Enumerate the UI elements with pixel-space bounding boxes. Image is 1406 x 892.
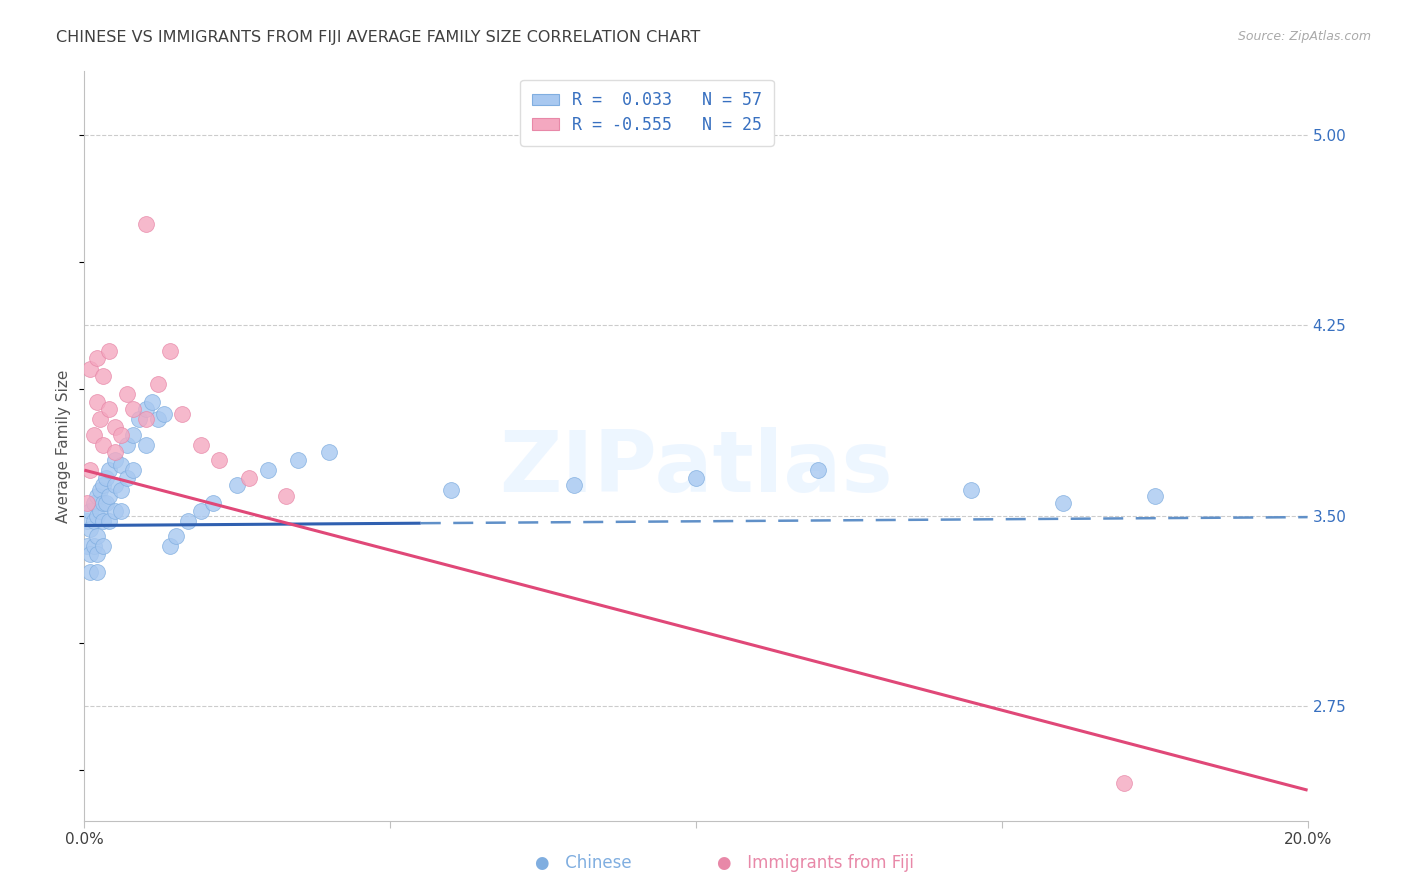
Point	[79, 522, 101, 536]
Point	[146, 376, 169, 391]
Point	[807, 463, 830, 477]
Point	[83, 539, 105, 553]
Point	[172, 407, 194, 421]
Point	[79, 547, 101, 561]
Text: CHINESE VS IMMIGRANTS FROM FIJI AVERAGE FAMILY SIZE CORRELATION CHART: CHINESE VS IMMIGRANTS FROM FIJI AVERAGE …	[56, 30, 700, 45]
Point	[76, 539, 98, 553]
Text: ZIPatlas: ZIPatlas	[499, 427, 893, 510]
Point	[122, 402, 145, 417]
Point	[83, 496, 105, 510]
Point	[86, 508, 108, 523]
Point	[115, 387, 138, 401]
Point	[89, 412, 111, 426]
Point	[91, 496, 114, 510]
Point	[97, 489, 120, 503]
Point	[238, 471, 260, 485]
Point	[201, 496, 224, 510]
Point	[91, 478, 114, 492]
Point	[159, 539, 181, 553]
Point	[110, 458, 132, 472]
Point	[159, 343, 181, 358]
Point	[115, 438, 138, 452]
Point	[122, 463, 145, 477]
Point	[76, 496, 98, 510]
Point	[89, 504, 111, 518]
Point	[141, 394, 163, 409]
Point	[1114, 775, 1136, 789]
Point	[104, 478, 127, 492]
Point	[91, 369, 114, 384]
Point	[86, 529, 108, 543]
Point	[177, 514, 200, 528]
Point	[91, 539, 114, 553]
Point	[190, 438, 212, 452]
Point	[94, 471, 117, 485]
Text: Source: ZipAtlas.com: Source: ZipAtlas.com	[1237, 30, 1371, 44]
Point	[135, 402, 157, 417]
Point	[122, 427, 145, 442]
Point	[104, 420, 127, 434]
Point	[440, 483, 463, 498]
Point	[79, 463, 101, 477]
Point	[104, 504, 127, 518]
Point	[685, 471, 707, 485]
Point	[208, 453, 231, 467]
Point	[86, 547, 108, 561]
Point	[86, 394, 108, 409]
Point	[104, 445, 127, 459]
Legend: R =  0.033   N = 57, R = -0.555   N = 25: R = 0.033 N = 57, R = -0.555 N = 25	[520, 79, 773, 145]
Point	[86, 489, 108, 503]
Point	[110, 427, 132, 442]
Point	[1052, 496, 1074, 510]
Point	[79, 565, 101, 579]
Point	[89, 483, 111, 498]
Point	[91, 514, 114, 528]
Point	[86, 351, 108, 366]
Point	[86, 565, 108, 579]
Point	[960, 483, 983, 498]
Point	[97, 514, 120, 528]
Point	[97, 343, 120, 358]
Point	[190, 504, 212, 518]
Point	[79, 361, 101, 376]
Y-axis label: Average Family Size: Average Family Size	[56, 369, 72, 523]
Point	[135, 412, 157, 426]
Point	[83, 514, 105, 528]
Point	[135, 217, 157, 231]
Point	[128, 412, 150, 426]
Point	[226, 478, 249, 492]
Point	[83, 427, 105, 442]
Point	[76, 514, 98, 528]
Point	[562, 478, 585, 492]
Point	[318, 445, 340, 459]
Point	[115, 471, 138, 485]
Point	[257, 463, 280, 477]
Point	[104, 453, 127, 467]
Point	[146, 412, 169, 426]
Point	[135, 438, 157, 452]
Point	[287, 453, 309, 467]
Point	[110, 504, 132, 518]
Point	[97, 463, 120, 477]
Text: ●   Immigrants from Fiji: ● Immigrants from Fiji	[717, 855, 914, 872]
Point	[79, 504, 101, 518]
Point	[110, 483, 132, 498]
Point	[91, 438, 114, 452]
Point	[94, 496, 117, 510]
Point	[165, 529, 187, 543]
Point	[1143, 489, 1166, 503]
Text: ●   Chinese: ● Chinese	[536, 855, 631, 872]
Point	[97, 402, 120, 417]
Point	[276, 489, 298, 503]
Point	[153, 407, 176, 421]
